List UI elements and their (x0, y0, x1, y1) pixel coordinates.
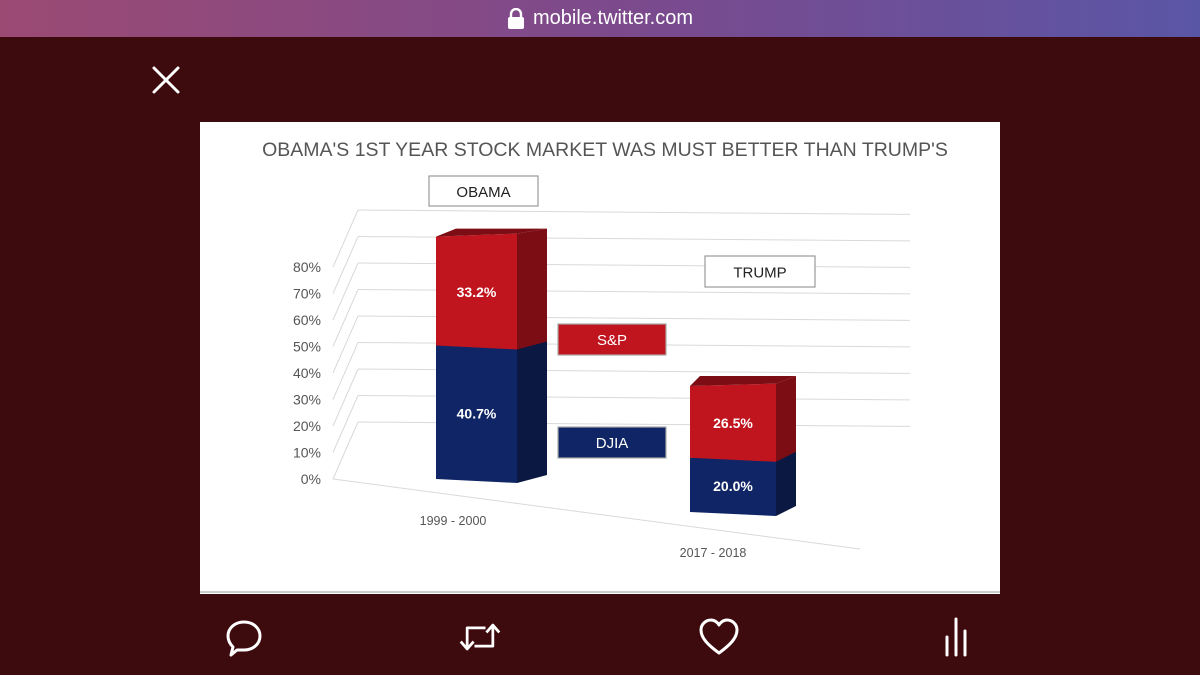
close-button[interactable] (150, 64, 182, 96)
bar-segment-sp (690, 383, 776, 462)
callout-box (704, 255, 816, 288)
y-tick-label: 30% (293, 392, 321, 408)
retweet-icon (459, 623, 501, 651)
callout-label: OBAMA (456, 184, 510, 201)
comment-icon (226, 620, 262, 657)
data-label: 20.0% (713, 478, 753, 494)
browser-url-bar[interactable]: mobile.twitter.com (0, 0, 1200, 37)
gridline-depth (332, 262, 359, 321)
chart-title: OBAMA'S 1ST YEAR STOCK MARKET WAS MUST B… (262, 139, 948, 161)
heart-icon (699, 618, 739, 655)
bar-top (690, 375, 796, 386)
tweet-actions (0, 605, 1200, 665)
data-label: 26.5% (713, 415, 753, 431)
bar-segment-djia (436, 342, 517, 483)
bar-top (436, 228, 547, 237)
floor-edge (332, 478, 861, 550)
y-tick-label: 50% (293, 339, 321, 355)
y-tick-label: 80% (293, 259, 321, 275)
close-icon (152, 66, 180, 94)
bar-side (517, 228, 547, 350)
reply-button[interactable] (222, 615, 266, 659)
bar-side (776, 447, 796, 516)
chart-legend: DJIA S&P (557, 323, 667, 459)
gridline-depth (332, 421, 359, 480)
gridline-depth (332, 315, 359, 374)
gridline-depth (332, 342, 359, 400)
like-button[interactable] (697, 615, 741, 659)
callout-box (428, 175, 539, 207)
gridline (357, 209, 911, 215)
legend-swatch (557, 323, 667, 356)
gridline-depth (332, 236, 359, 294)
category-callouts: OBAMA TRUMP (428, 175, 816, 288)
legend-label: DJIA (596, 435, 629, 452)
url-text: mobile.twitter.com (532, 7, 694, 29)
y-tick-label: 40% (293, 365, 321, 381)
x-tick-label: 1999 - 2000 (420, 514, 487, 528)
lock-icon (507, 7, 525, 30)
callout-label: TRUMP (733, 265, 786, 282)
x-tick-label: 2017 - 2018 (680, 546, 747, 560)
stacked-bar-chart: OBAMA'S 1ST YEAR STOCK MARKET WAS MUST B… (200, 139, 1000, 593)
gridline-depth (332, 395, 359, 453)
bar-side (517, 337, 547, 483)
y-tick-label: 60% (293, 312, 321, 328)
analytics-icon (945, 617, 967, 657)
chart-bars: 40.7% 33.2% 20.0% 26.5% (436, 228, 796, 516)
y-tick-label: 0% (301, 471, 321, 487)
legend-swatch (557, 426, 667, 459)
y-tick-label: 70% (293, 286, 321, 302)
gridline-depth (332, 368, 359, 427)
gridline-depth (332, 209, 359, 268)
bar-segment-sp (436, 233, 517, 350)
bar-side (776, 375, 796, 462)
y-tick-label: 20% (293, 418, 321, 434)
chart-grid (332, 209, 911, 550)
data-label: 33.2% (457, 284, 497, 300)
bar-segment-djia (690, 455, 776, 516)
y-axis-ticks: 0% 10% 20% 30% 40% 50% 60% 70% 80% (293, 259, 321, 487)
data-label: 40.7% (457, 405, 497, 421)
tweet-image[interactable]: OBAMA'S 1ST YEAR STOCK MARKET WAS MUST B… (200, 122, 1000, 594)
y-tick-label: 10% (293, 445, 321, 461)
x-axis-labels: 1999 - 2000 2017 - 2018 (420, 514, 747, 560)
analytics-button[interactable] (934, 615, 978, 659)
legend-label: S&P (597, 332, 627, 349)
retweet-button[interactable] (458, 615, 502, 659)
gridline-depth (332, 289, 359, 347)
